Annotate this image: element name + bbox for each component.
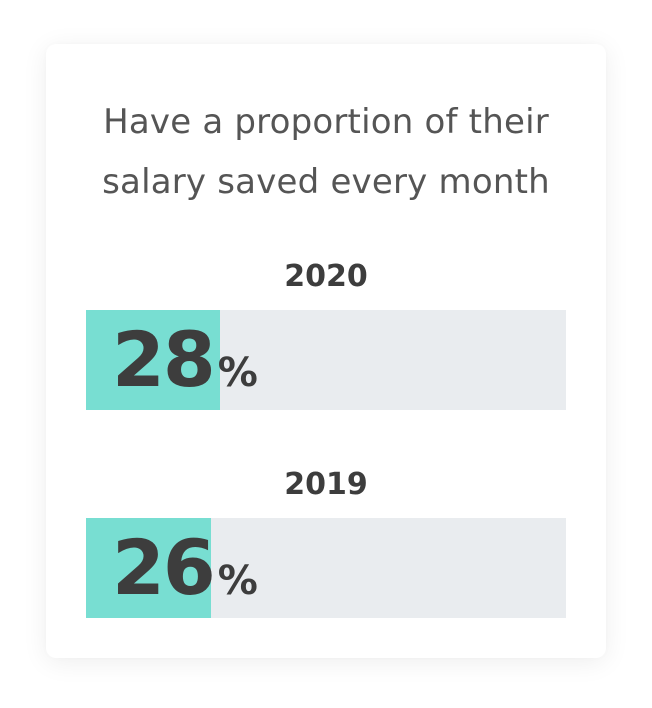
headline-line-2: salary saved every month bbox=[102, 162, 550, 202]
progress-fill-2019 bbox=[86, 518, 211, 618]
percentage-value-2019: 26% bbox=[112, 518, 258, 618]
year-label-2020: 2020 bbox=[284, 259, 368, 294]
progress-track-2019: 26% bbox=[86, 518, 566, 618]
percent-sign-2020: % bbox=[217, 350, 258, 396]
percentage-number-2019: 26 bbox=[112, 523, 216, 612]
stat-row-2020: 2020 28% bbox=[86, 256, 566, 410]
percentage-number-2020: 28 bbox=[112, 315, 216, 404]
progress-track-2020: 28% bbox=[86, 310, 566, 410]
year-label-2019: 2019 bbox=[284, 467, 368, 502]
stat-row-2019: 2019 26% bbox=[86, 464, 566, 618]
stat-card: Have a proportion of their salary saved … bbox=[46, 44, 606, 658]
headline-line-1: Have a proportion of their bbox=[103, 102, 549, 142]
headline: Have a proportion of their salary saved … bbox=[46, 92, 606, 212]
percent-sign-2019: % bbox=[217, 558, 258, 604]
progress-fill-2020 bbox=[86, 310, 221, 410]
percentage-value-2020: 28% bbox=[112, 310, 258, 410]
